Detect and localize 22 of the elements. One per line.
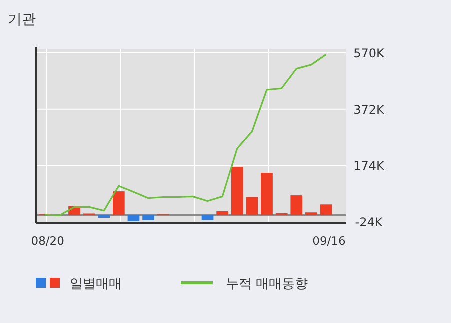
y-tick-label: 372K bbox=[354, 102, 386, 117]
chart-title: 기관 bbox=[8, 12, 36, 28]
legend-label: 누적 매매동향 bbox=[226, 277, 308, 292]
bar bbox=[261, 173, 273, 216]
y-tick-label: -24K bbox=[355, 216, 384, 230]
bar bbox=[142, 215, 154, 220]
bar bbox=[202, 215, 214, 220]
bar bbox=[231, 167, 244, 216]
bar bbox=[128, 215, 140, 222]
bar bbox=[113, 192, 125, 216]
bar bbox=[246, 197, 258, 216]
line-series bbox=[44, 54, 328, 217]
bar bbox=[290, 196, 303, 216]
legend-label: 일별매매 bbox=[70, 277, 122, 292]
bar bbox=[98, 215, 110, 218]
bar bbox=[306, 212, 318, 216]
bar bbox=[320, 204, 332, 216]
x-tick-label: 08/20 bbox=[31, 234, 64, 248]
bar bbox=[216, 211, 228, 216]
y-tick-label: 174K bbox=[354, 159, 386, 174]
y-tick-label: 570K bbox=[354, 46, 386, 60]
x-tick-label: 09/16 bbox=[312, 234, 346, 248]
